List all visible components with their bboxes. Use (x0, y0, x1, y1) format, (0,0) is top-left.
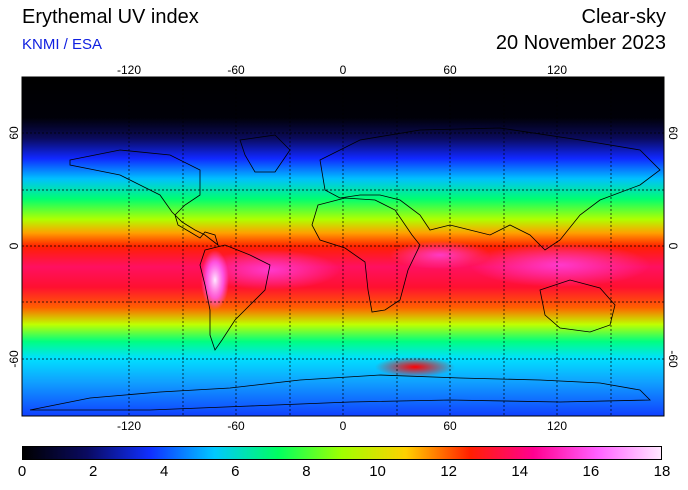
coastlines (29, 127, 661, 411)
bottom-lon-label: -120 (117, 419, 141, 433)
right-lat-label: -60 (666, 350, 680, 368)
south-america-coast (199, 244, 271, 351)
colorbar-tick-label: 0 (17, 463, 27, 480)
map-frame (21, 76, 665, 417)
bottom-lon-label: 120 (547, 419, 567, 433)
colorbar-tick-label: 16 (582, 463, 600, 480)
africa-coast (311, 197, 421, 313)
top-lon-label: -60 (227, 63, 245, 77)
left-lat-label: -60 (7, 350, 21, 368)
bottom-lon-label: 0 (340, 419, 347, 433)
north-america-coast (69, 149, 219, 247)
top-lon-label: -120 (117, 63, 141, 77)
top-lon-label: 60 (443, 63, 457, 77)
eurasia-coast (319, 127, 661, 251)
colorbar (22, 446, 662, 460)
colorbar-tick-label: 14 (511, 463, 529, 480)
bottom-lon-label: -60 (227, 419, 245, 433)
colorbar-tick-label: 6 (231, 463, 240, 480)
left-lat-label: 0 (7, 242, 21, 249)
greenland-coast (239, 134, 291, 173)
colorbar-tick-label: 8 (302, 463, 311, 480)
axis-labels: -120 -60 0 60 120 -120 -60 0 60 120 60 0… (7, 63, 680, 433)
left-lat-label: 60 (7, 126, 21, 140)
right-lat-label: 0 (666, 243, 680, 250)
bottom-lon-label: 60 (443, 419, 457, 433)
australia-coast (539, 279, 616, 333)
credit-label: KNMI / ESA (22, 36, 103, 53)
colorbar-tick-label: 12 (440, 463, 457, 480)
colorbar-tick-label: 2 (88, 463, 98, 480)
uv-index-map: -120 -60 0 60 120 -120 -60 0 60 120 60 0… (7, 63, 680, 433)
colorbar-tick-label: 10 (369, 463, 386, 480)
colorbar-tick-label: 18 (653, 463, 671, 480)
colorbar-tick-label: 4 (160, 463, 169, 480)
right-lat-label: 60 (666, 126, 680, 140)
date-label: 20 November 2023 (495, 32, 666, 54)
sky-condition-label: Clear-sky (581, 6, 666, 28)
map-title: Erythemal UV index (22, 6, 199, 28)
top-lon-label: 120 (547, 63, 567, 77)
graticule (22, 77, 664, 416)
antarctica-coast (29, 374, 651, 411)
top-lon-label: 0 (340, 63, 347, 77)
